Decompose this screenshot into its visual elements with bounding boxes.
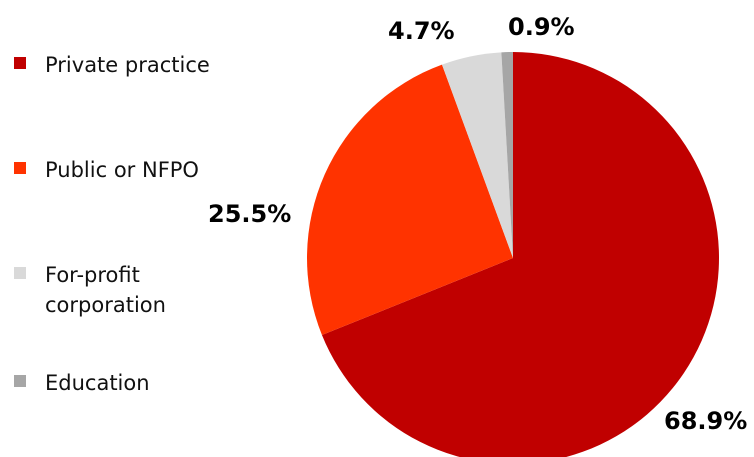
pie-slice (307, 64, 513, 336)
legend-swatch (14, 267, 26, 279)
pie-slice (321, 52, 719, 457)
value-label: 0.9% (508, 13, 575, 41)
legend-swatch (14, 162, 26, 174)
pie-slice (442, 52, 513, 258)
legend-label: Private practice (45, 53, 210, 77)
legend-label: Education (45, 371, 150, 395)
legend-label: Public or NFPO (45, 158, 199, 182)
legend-swatch (14, 375, 26, 387)
legend-item: For-profit corporation (14, 260, 215, 320)
legend-item: Education (14, 368, 215, 398)
value-label: 68.9% (664, 407, 747, 435)
legend-item: Public or NFPO (14, 155, 215, 185)
value-label: 25.5% (208, 200, 291, 228)
legend-label: For-profit corporation (45, 263, 166, 317)
legend-swatch (14, 57, 26, 69)
pie-slice (501, 52, 513, 258)
value-label: 4.7% (388, 17, 455, 45)
legend-item: Private practice (14, 50, 215, 80)
